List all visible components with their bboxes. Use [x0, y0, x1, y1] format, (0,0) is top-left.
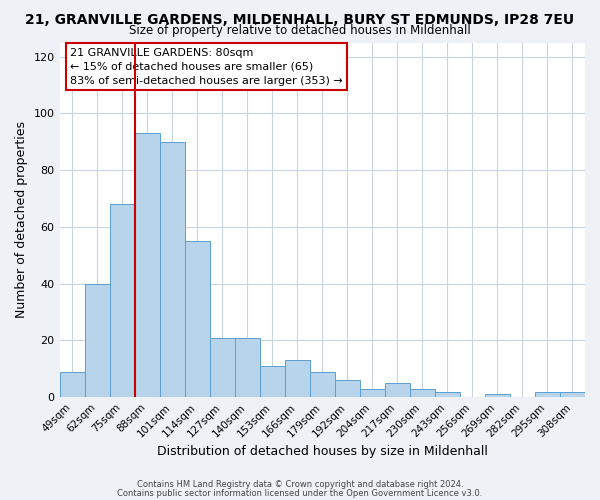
Bar [59, 372, 85, 397]
Bar [160, 142, 185, 397]
X-axis label: Distribution of detached houses by size in Mildenhall: Distribution of detached houses by size … [157, 444, 488, 458]
Bar [285, 360, 310, 397]
Bar [535, 392, 560, 397]
Y-axis label: Number of detached properties: Number of detached properties [15, 122, 28, 318]
Bar [335, 380, 360, 397]
Bar [209, 338, 235, 397]
Bar [185, 241, 209, 397]
Bar [85, 284, 110, 397]
Text: Contains public sector information licensed under the Open Government Licence v3: Contains public sector information licen… [118, 488, 482, 498]
Bar [485, 394, 510, 397]
Text: Size of property relative to detached houses in Mildenhall: Size of property relative to detached ho… [129, 24, 471, 37]
Bar [560, 392, 585, 397]
Bar [410, 388, 435, 397]
Text: 21, GRANVILLE GARDENS, MILDENHALL, BURY ST EDMUNDS, IP28 7EU: 21, GRANVILLE GARDENS, MILDENHALL, BURY … [25, 12, 575, 26]
Bar [235, 338, 260, 397]
Bar [385, 383, 410, 397]
Text: 21 GRANVILLE GARDENS: 80sqm
← 15% of detached houses are smaller (65)
83% of sem: 21 GRANVILLE GARDENS: 80sqm ← 15% of det… [70, 48, 343, 86]
Text: Contains HM Land Registry data © Crown copyright and database right 2024.: Contains HM Land Registry data © Crown c… [137, 480, 463, 489]
Bar [360, 388, 385, 397]
Bar [260, 366, 285, 397]
Bar [134, 134, 160, 397]
Bar [310, 372, 335, 397]
Bar [110, 204, 134, 397]
Bar [435, 392, 460, 397]
